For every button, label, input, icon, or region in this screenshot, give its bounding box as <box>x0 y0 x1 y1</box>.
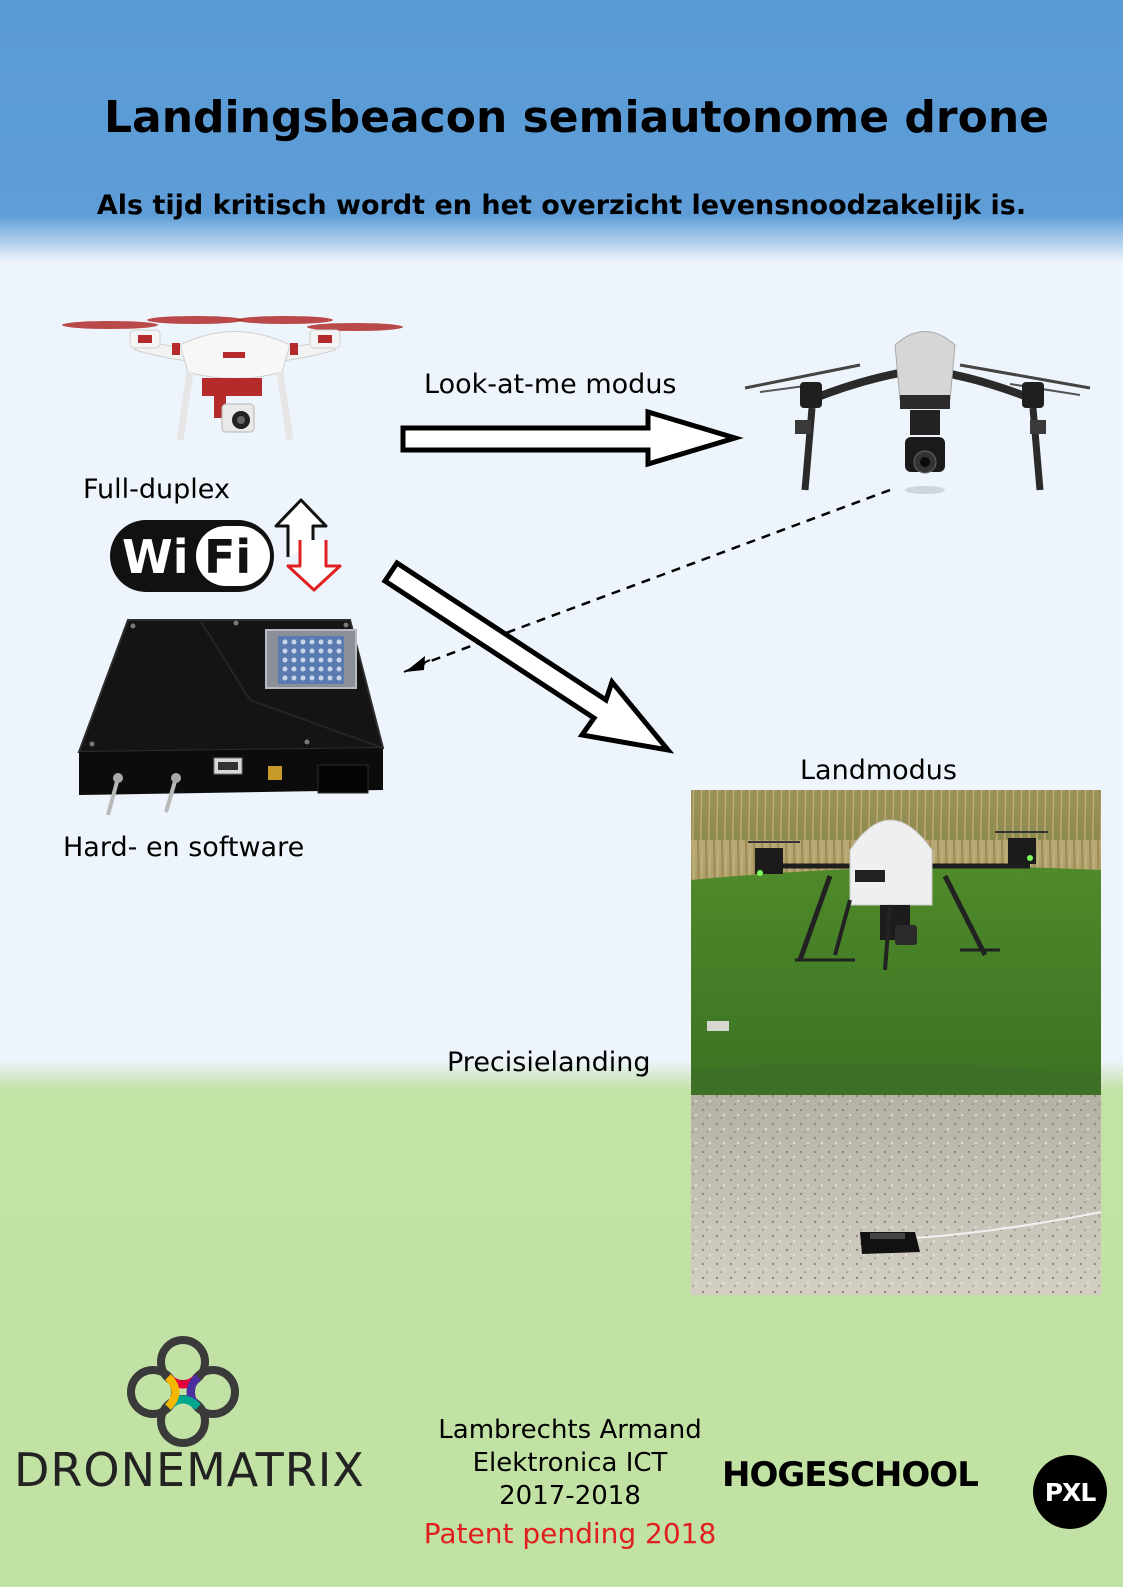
poster-subtitle: Als tijd kritisch wordt en het overzicht… <box>96 190 1027 221</box>
look-at-me-arrow <box>400 408 744 468</box>
label-hardware: Hard- en software <box>63 832 305 863</box>
landing-arrow <box>381 559 675 754</box>
wifi-logo-wi: Wi <box>122 530 189 584</box>
credits-years: 2017-2018 <box>499 1481 641 1511</box>
wifi-logo-fi-badge <box>196 526 270 586</box>
label-precisielanding: Precisielanding <box>447 1047 651 1078</box>
inspire-drone-illustration <box>744 331 1091 494</box>
red-white-drone-illustration <box>62 316 403 441</box>
poster-title: Landingsbeacon semiautonome drone <box>103 92 1049 143</box>
full-duplex-arrows <box>274 498 342 592</box>
credits-program: Elektronica ICT <box>472 1448 668 1478</box>
label-look-at-me: Look-at-me modus <box>424 369 677 400</box>
pxl-badge-text: PXL <box>1044 1477 1097 1507</box>
label-landmodus: Landmodus <box>800 755 957 786</box>
wifi-logo-fi: Fi <box>204 530 252 584</box>
credits-name: Lambrechts Armand <box>438 1415 702 1445</box>
hogeschool-wordmark: HOGESCHOOL <box>722 1455 979 1495</box>
dronematrix-logo-mark <box>127 1336 239 1447</box>
dronematrix-wordmark: DRONEMATRIX <box>14 1443 365 1497</box>
landing-photo <box>691 790 1102 1295</box>
credits-block: Lambrechts Armand Elektronica ICT 2017-2… <box>380 1414 760 1550</box>
credits-patent: Patent pending 2018 <box>423 1517 717 1550</box>
beacon-box-illustration <box>77 619 385 816</box>
signal-dashed-arrowhead <box>405 656 425 672</box>
pxl-badge: PXL <box>1033 1455 1107 1529</box>
label-full-duplex: Full-duplex <box>83 474 230 505</box>
